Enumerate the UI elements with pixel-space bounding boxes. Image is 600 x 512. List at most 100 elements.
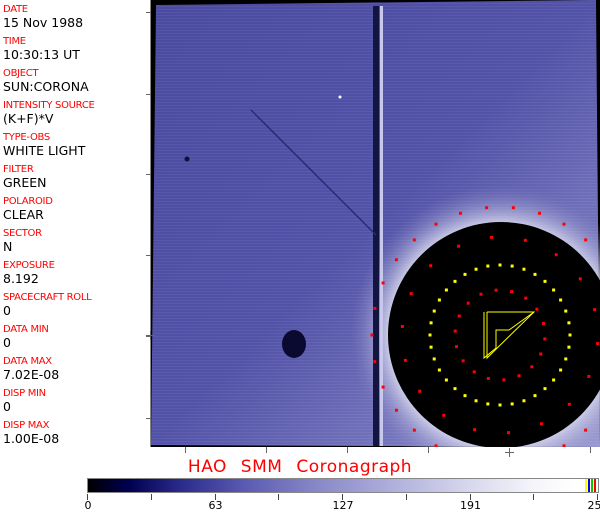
grid-point-red [457, 244, 461, 248]
field-value: N [3, 239, 13, 254]
grid-point-red [587, 374, 591, 378]
grid-point-red [538, 211, 542, 215]
occulter-disk [388, 222, 600, 447]
field-label: TIME [3, 36, 26, 47]
grid-point-yellow [486, 402, 490, 406]
colorbar-tick [405, 494, 407, 500]
grid-point-yellow [498, 263, 502, 267]
occulter-pylon-bright [380, 6, 383, 446]
grid-point-yellow [533, 394, 537, 398]
axis-tick [146, 418, 151, 419]
coronagraph-image-svg [151, 0, 600, 447]
grid-point-red [593, 308, 597, 312]
grid-point-red [434, 222, 438, 226]
grid-point-red [394, 258, 398, 262]
grid-point-yellow [463, 394, 467, 398]
grid-point-red [511, 206, 515, 210]
grid-point-red [472, 370, 476, 374]
grid-point-yellow [543, 387, 547, 391]
grid-point-yellow [510, 264, 514, 268]
grid-point-red [461, 359, 465, 363]
grid-point-red [489, 235, 493, 239]
coronagraph-image[interactable] [151, 0, 600, 447]
grid-point-yellow [474, 267, 478, 271]
grid-point-red [584, 238, 588, 242]
grid-point-red [535, 307, 539, 311]
field-value: WHITE LIGHT [3, 143, 86, 158]
grid-point-yellow [559, 298, 563, 302]
grid-point-yellow [568, 333, 572, 337]
axis-tick [266, 447, 267, 453]
instrument-title: HAO SMM Coronagraph [187, 457, 413, 477]
field-label: DATA MIN [3, 324, 49, 335]
grid-point-red [530, 365, 534, 369]
grid-point-red [403, 358, 407, 362]
colorbar-blue [588, 479, 590, 492]
grid-point-yellow [437, 368, 441, 372]
field-label: POLAROID [3, 196, 53, 207]
grid-point-red [567, 402, 571, 406]
grid-point-red [479, 292, 483, 296]
axis-tick [509, 448, 510, 457]
header-info-panel: DATE 15 Nov 1988 TIME 10:30:13 UT OBJECT SUN:… [0, 0, 151, 447]
field-label: SPACECRAFT ROLL [3, 292, 92, 303]
field-value: SUN:CORONA [3, 79, 89, 94]
field-value: 15 Nov 1988 [3, 15, 84, 30]
grid-point-red [442, 413, 446, 417]
field-label: DATA MAX [3, 356, 52, 367]
grid-point-red [523, 238, 527, 242]
grid-point-yellow [552, 378, 556, 382]
grid-point-red [453, 329, 457, 333]
grid-point-yellow [498, 403, 502, 407]
field-value: 0 [3, 335, 11, 350]
grid-point-red [494, 288, 498, 292]
colorbar-tick-label: 63 [208, 499, 223, 512]
grid-point-yellow [429, 321, 433, 325]
occulter-pylon-dark [373, 6, 379, 446]
sector-outline-inner [483, 311, 535, 360]
colorbar-tick [278, 494, 280, 500]
grid-point-red [373, 360, 377, 364]
grid-point-red [473, 428, 477, 432]
colorbar-tick [469, 494, 471, 500]
grid-point-yellow [444, 288, 448, 292]
grid-point-yellow [567, 321, 571, 325]
grid-point-red [412, 428, 416, 432]
axis-tick [146, 255, 151, 256]
grid-point-red [486, 376, 490, 380]
grid-point-yellow [533, 272, 537, 276]
sector-outline [486, 311, 536, 360]
grid-point-red [524, 296, 528, 300]
field-label: OBJECT [3, 68, 39, 79]
field-value: 7.02E-08 [3, 367, 60, 382]
grid-point-red [457, 314, 461, 318]
grid-point-red [562, 444, 566, 447]
grid-point-yellow [564, 309, 568, 313]
grid-point-yellow [453, 279, 457, 283]
grid-point-yellow [564, 357, 568, 361]
grid-point-yellow [567, 345, 571, 349]
grid-point-yellow [432, 309, 436, 313]
grid-point-yellow [510, 402, 514, 406]
colorbar-tick-label: 0 [84, 499, 92, 512]
grid-point-red [596, 342, 600, 346]
grid-point-yellow [474, 399, 478, 403]
colorbar-tick [214, 494, 216, 500]
grid-point-red [370, 333, 374, 337]
axis-tick [146, 336, 151, 337]
field-value: 1.00E-08 [3, 431, 60, 446]
grid-point-red [578, 277, 582, 281]
grid-point-red [381, 281, 385, 285]
axis-tick [185, 447, 186, 453]
grid-point-red [434, 444, 438, 447]
colorbar-tick-label: 255 [587, 499, 600, 512]
grid-point-yellow [522, 267, 526, 271]
field-value: 8.192 [3, 271, 39, 286]
grid-point-red [554, 253, 558, 257]
field-value: (K+F)*V [3, 111, 54, 126]
grid-point-yellow [444, 378, 448, 382]
grid-point-red [409, 292, 413, 296]
colorbar-tick [597, 494, 598, 500]
field-label: DISP MIN [3, 388, 46, 399]
colorbar-tick [342, 494, 343, 500]
